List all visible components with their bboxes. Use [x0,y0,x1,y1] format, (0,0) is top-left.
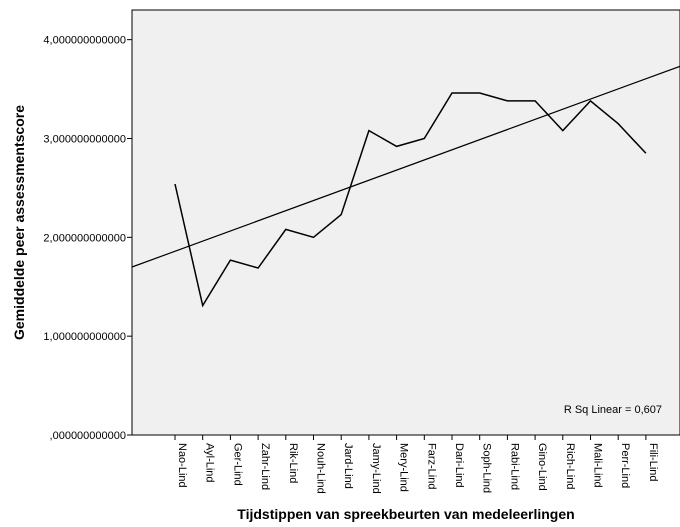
x-axis-title: Tijdstippen van spreekbeurten van medele… [237,506,574,522]
x-tick-label: Gino-Lind [536,443,548,491]
plot-area [131,9,680,436]
x-tick-label: Nao-Lind [176,443,188,488]
x-tick-label: Ayl-Lind [204,443,216,483]
x-tick-label: Jamy-Lind [370,443,382,494]
x-tick-label: Dari-Lind [453,443,465,488]
y-axis: ,000000000000 1,000000000000 2,00000000000… [43,35,132,442]
y-tick-label: ,000000000000 [50,430,126,442]
y-axis-title: Gemiddelde peer assessmentscore [11,105,27,340]
x-tick-label: Nouh-Lind [315,443,327,494]
y-tick-label: 4,000000000000 [43,35,126,47]
x-tick-label: Perr-Lind [619,443,631,488]
r-squared-annotation: R Sq Linear = 0,607 [564,404,662,416]
x-tick-label: Rik-Lind [287,443,299,483]
x-tick-label: Mali-Lind [592,443,604,488]
x-tick-label: Farz-Lind [425,443,437,489]
x-tick-label: Rabi-Lind [508,443,520,490]
x-tick-label: Fili-Lind [647,443,659,482]
x-tick-label: Soph-Lind [481,443,493,493]
x-tick-label: Jard-Lind [342,443,354,489]
x-tick-label: Zahr-Lind [259,443,271,490]
x-tick-label: Mery-Lind [398,443,410,492]
x-axis: Nao-Lind Ayl-Lind Ger-Lind Zahr-Lind Rik-Lin… [174,435,659,494]
x-tick-label: Rich-Lind [564,443,576,489]
series-line [174,92,647,308]
y-tick-label: 2,000000000000 [43,232,126,244]
linear-fit-line [131,65,680,268]
x-tick-label: Ger-Lind [231,443,243,486]
y-tick-label: 3,000000000000 [43,133,126,145]
y-tick-label: 1,000000000000 [43,331,126,343]
